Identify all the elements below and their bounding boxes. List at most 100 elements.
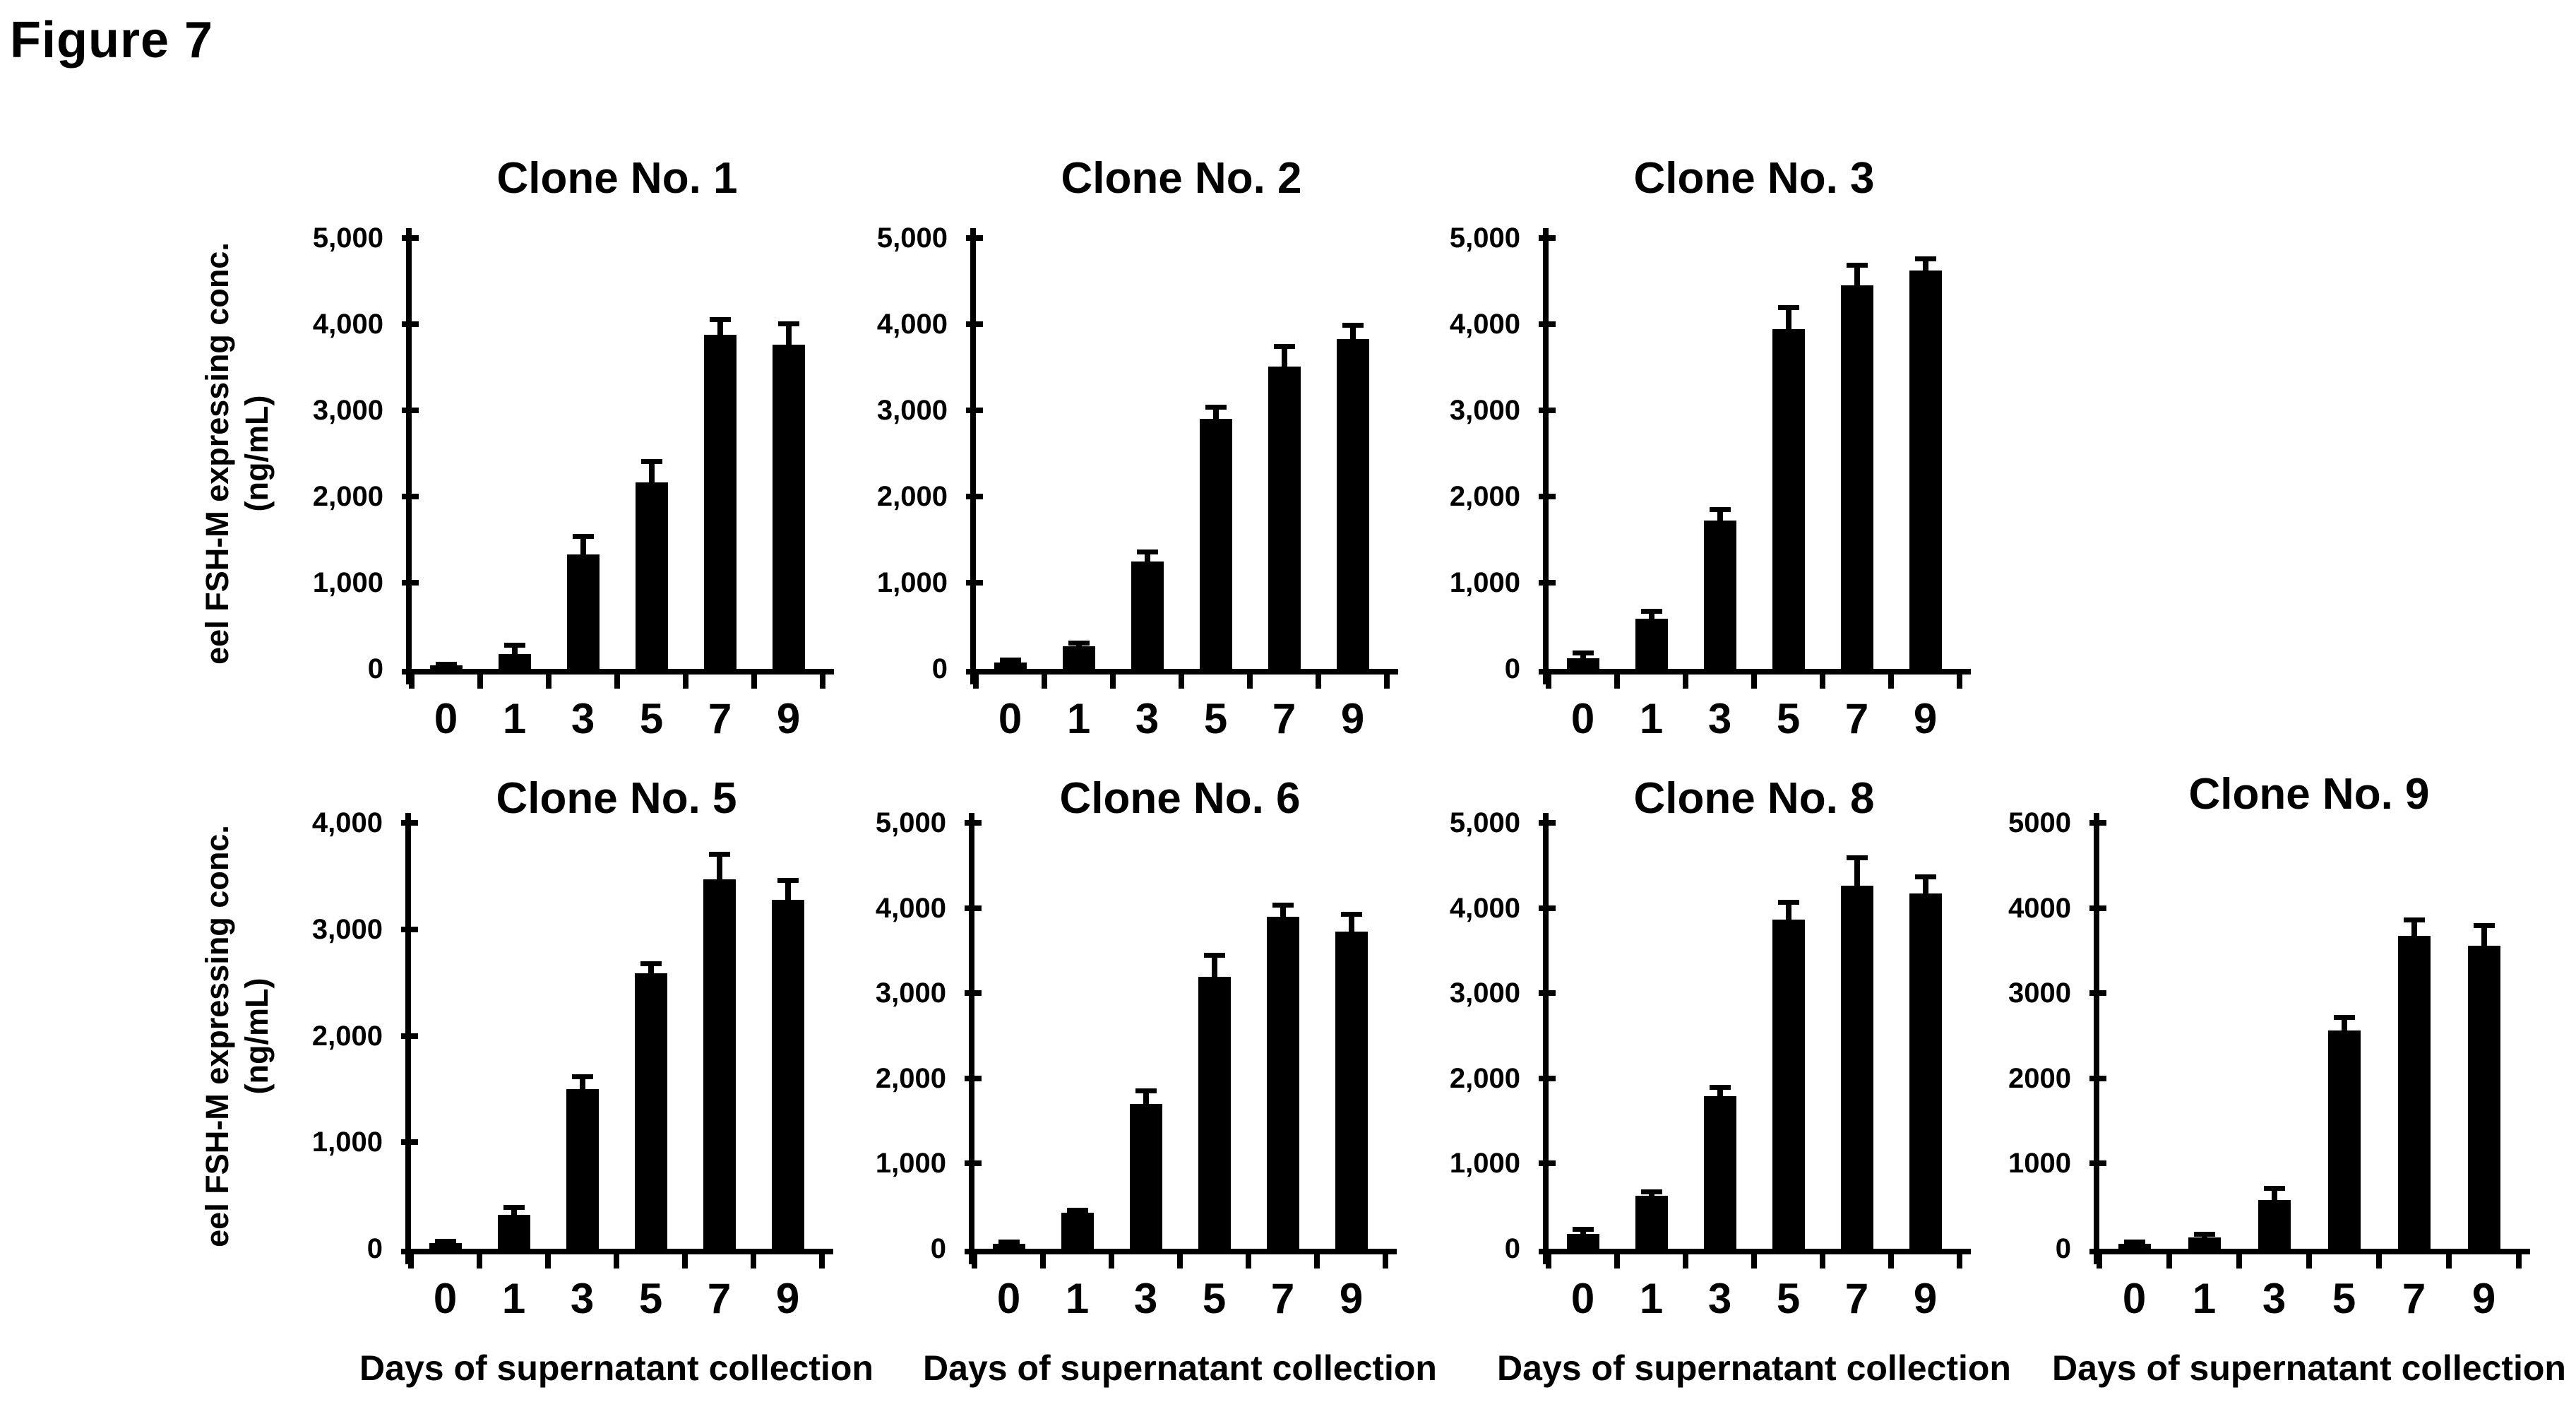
x-tick-label: 0: [2122, 1275, 2147, 1322]
x-tick: [751, 1254, 756, 1269]
error-bar-cap-day-1: [1066, 1207, 1088, 1213]
y-tick: [402, 494, 419, 499]
x-tick-label: 3: [2262, 1275, 2286, 1322]
x-tick: [1546, 1254, 1551, 1269]
error-bar-day-7: [2411, 920, 2417, 938]
error-bar-cap-day-3: [1136, 549, 1158, 555]
error-bar-day-0: [1580, 1229, 1586, 1236]
y-tick-label: 4,000: [1449, 309, 1520, 340]
y-tick-label: 2,000: [312, 481, 383, 512]
x-tick: [2306, 1254, 2312, 1269]
x-tick: [820, 675, 825, 689]
x-tick-label: 9: [1913, 1275, 1938, 1322]
error-bar-day-7: [1281, 345, 1287, 368]
bar-day-7: [703, 879, 736, 1249]
y-tick: [966, 235, 983, 241]
x-tick-label: 5: [1203, 695, 1228, 742]
x-axis-line: [401, 1249, 833, 1254]
x-tick: [1751, 675, 1757, 689]
error-bar-day-3: [2271, 1188, 2277, 1202]
bar-day-1: [1062, 646, 1095, 669]
error-bar-day-1: [511, 1207, 517, 1216]
x-tick: [1614, 1254, 1620, 1269]
x-tick-label: 9: [1340, 695, 1365, 742]
error-bar-cap-day-0: [435, 662, 457, 667]
bar-day-9: [771, 899, 804, 1249]
chart-title: Clone No. 9: [2188, 770, 2430, 819]
y-axis-title: eel FSH-M expressing conc. (ng/mL): [198, 242, 277, 665]
y-tick-label: 1,000: [1449, 1148, 1520, 1180]
error-bar-day-1: [1648, 1192, 1654, 1198]
chart-title: Clone No. 3: [1633, 154, 1875, 203]
y-axis-line: [1543, 228, 1549, 684]
x-tick: [1384, 675, 1390, 689]
y-tick-label: 3,000: [311, 913, 383, 945]
bar-day-0: [992, 1243, 1025, 1249]
y-tick-label: 5000: [2008, 807, 2071, 838]
x-tick-label: 1: [1066, 695, 1091, 742]
y-tick: [1539, 494, 1556, 499]
x-tick: [1109, 1254, 1114, 1269]
error-bar-day-5: [1212, 407, 1219, 421]
error-bar-day-7: [717, 319, 723, 336]
error-bar-cap-day-7: [1272, 902, 1294, 908]
y-tick: [402, 408, 419, 413]
error-bar-cap-day-9: [777, 878, 799, 884]
y-tick: [1539, 990, 1556, 997]
bar-day-9: [1335, 932, 1368, 1249]
x-tick: [1042, 675, 1047, 689]
error-bar-cap-day-0: [999, 658, 1021, 663]
y-tick: [966, 494, 983, 499]
bar-day-1: [1061, 1213, 1094, 1249]
error-bar-cap-day-9: [1914, 874, 1936, 879]
y-tick: [2089, 905, 2106, 911]
chart-title: Clone No. 6: [1059, 774, 1301, 823]
x-tick: [1177, 1254, 1183, 1269]
error-bar-cap-day-0: [1572, 1227, 1594, 1232]
y-tick-label: 1,000: [311, 1127, 383, 1158]
y-tick-label: 3,000: [876, 395, 948, 426]
x-tick-label: 7: [1844, 1275, 1869, 1322]
y-tick-label: 1,000: [875, 1148, 946, 1180]
x-tick: [683, 675, 688, 689]
y-tick-label: 2000: [2008, 1062, 2071, 1094]
error-bar-day-0: [1580, 652, 1586, 660]
error-bar-day-9: [1922, 876, 1928, 896]
figure-label: Figure 7: [10, 12, 214, 69]
error-bar-day-9: [2481, 925, 2487, 947]
y-tick-label: 0: [366, 1233, 383, 1264]
error-bar-day-7: [716, 853, 722, 881]
bar-day-5: [1199, 419, 1232, 669]
x-tick: [1179, 675, 1184, 689]
y-tick-label: 1,000: [1449, 567, 1520, 598]
error-bar-day-5: [1785, 902, 1791, 922]
error-bar-day-9: [785, 880, 791, 901]
y-tick-label: 0: [367, 653, 383, 684]
x-axis-line: [965, 1249, 1397, 1254]
bar-day-9: [1909, 893, 1942, 1249]
y-axis-line: [970, 228, 976, 684]
x-tick: [972, 1254, 977, 1269]
x-tick: [2166, 1254, 2172, 1269]
y-tick-label: 2,000: [876, 481, 948, 512]
bar-day-7: [1840, 285, 1873, 669]
y-tick-label: 1,000: [876, 567, 948, 598]
error-bar-day-7: [1854, 857, 1860, 888]
x-tick-label: 1: [1065, 1275, 1090, 1322]
x-tick-label: 0: [434, 695, 458, 742]
x-tick-label: 3: [1707, 1275, 1732, 1322]
y-tick: [966, 321, 983, 327]
chart-title: Clone No. 5: [496, 774, 737, 823]
bar-day-7: [1840, 886, 1873, 1249]
x-tick-label: 0: [998, 695, 1022, 742]
error-bar-cap-day-0: [2123, 1239, 2145, 1244]
x-tick: [973, 675, 979, 689]
y-tick: [1539, 235, 1556, 241]
x-tick-label: 0: [996, 1275, 1021, 1322]
error-bar-cap-day-0: [998, 1239, 1020, 1244]
x-axis-line: [966, 669, 1398, 675]
error-bar-cap-day-9: [1914, 256, 1936, 262]
bar-day-3: [2258, 1200, 2291, 1249]
y-tick: [965, 905, 982, 911]
